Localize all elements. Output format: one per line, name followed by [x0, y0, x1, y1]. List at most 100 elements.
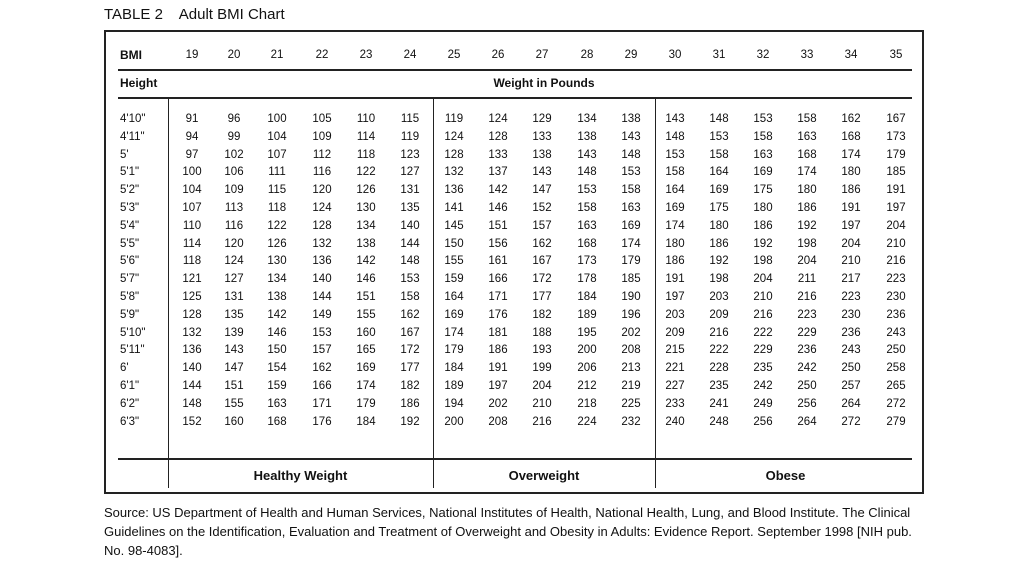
bmi-header-label: BMI: [120, 48, 142, 62]
weight-cell: 127: [400, 166, 420, 179]
weight-cell: 158: [753, 130, 773, 143]
weight-cell: 171: [312, 397, 332, 410]
weight-cell: 128: [444, 148, 464, 161]
weight-cell: 184: [577, 291, 597, 303]
weight-cell: 109: [224, 184, 244, 197]
weight-cell: 182: [532, 308, 552, 321]
weight-cell: 123: [400, 148, 420, 161]
weight-cell: 118: [267, 202, 287, 214]
weight-cell: 140: [400, 219, 420, 232]
weight-cell: 143: [532, 166, 552, 179]
weight-cell: 235: [753, 362, 773, 375]
weight-cell: 148: [182, 397, 202, 410]
bmi-value: 30: [668, 49, 682, 61]
weight-cell: 191: [886, 184, 906, 197]
bmi-value: 32: [756, 49, 770, 61]
weight-cell: 227: [665, 380, 685, 392]
weight-cell: 163: [753, 148, 773, 161]
weight-cell: 243: [841, 344, 861, 357]
weight-cell: 258: [886, 362, 906, 375]
weight-cell: 222: [753, 326, 773, 339]
weight-cell: 179: [621, 255, 641, 268]
weight-cell: 148: [709, 113, 729, 125]
weight-cell: 149: [312, 308, 332, 321]
weight-cell: 203: [665, 308, 685, 321]
weight-cell: 174: [356, 380, 376, 392]
weight-cell: 228: [709, 362, 729, 375]
weight-cell: 243: [886, 326, 906, 339]
weight-cell: 186: [488, 344, 508, 357]
height-cell: 5'6": [120, 255, 140, 268]
weight-cell: 118: [356, 148, 376, 161]
weight-cell: 223: [886, 273, 906, 286]
weight-cell: 209: [665, 326, 685, 339]
table-caption: TABLE 2 Adult BMI Chart: [104, 6, 285, 23]
weight-cell: 186: [753, 219, 773, 232]
weight-cell: 132: [312, 237, 332, 250]
weight-cell: 153: [621, 166, 641, 179]
weight-cell: 167: [886, 113, 906, 125]
height-cell: 5'11": [120, 344, 145, 357]
weight-cell: 233: [665, 397, 685, 410]
weight-cell: 115: [400, 113, 420, 125]
weight-cell: 153: [312, 326, 332, 339]
weight-cell: 177: [400, 362, 420, 375]
column-divider: [168, 99, 169, 488]
weight-cell: 131: [400, 184, 420, 197]
weight-cell: 169: [621, 219, 641, 232]
height-cell: 5'4": [120, 219, 140, 232]
weight-cell: 179: [356, 397, 376, 410]
weight-cell: 132: [444, 166, 464, 179]
height-cell: 5'9": [120, 308, 140, 321]
weight-cell: 181: [488, 326, 508, 339]
weight-cell: 189: [577, 308, 597, 321]
weight-cell: 215: [665, 344, 685, 357]
weight-cell: 148: [400, 255, 420, 268]
weight-cell: 200: [444, 415, 464, 428]
weight-cell: 204: [841, 237, 861, 250]
weight-cell: 232: [621, 415, 641, 428]
height-cell: 5': [120, 148, 129, 161]
weight-cell: 194: [444, 397, 464, 410]
height-cell: 5'8": [120, 291, 140, 303]
weight-cell: 146: [488, 202, 508, 214]
weight-cell: 264: [797, 415, 817, 428]
weight-cell: 106: [224, 166, 244, 179]
weight-cell: 279: [886, 415, 906, 428]
weight-cell: 188: [532, 326, 552, 339]
weight-cell: 133: [532, 130, 552, 143]
weight-cell: 143: [577, 148, 597, 161]
weight-cell: 162: [400, 308, 420, 321]
weight-cell: 144: [182, 380, 202, 392]
weight-cell: 164: [444, 291, 464, 303]
weight-cell: 168: [841, 130, 861, 143]
weight-cell: 134: [356, 219, 376, 232]
weight-cell: 158: [400, 291, 420, 303]
weight-cell: 240: [665, 415, 685, 428]
weight-cell: 175: [709, 202, 729, 214]
weight-cell: 155: [444, 255, 464, 268]
height-cell: 4'11": [120, 130, 145, 143]
weight-cell: 122: [356, 166, 376, 179]
weight-cell: 236: [841, 326, 861, 339]
weight-cell: 195: [577, 326, 597, 339]
weight-cell: 158: [577, 202, 597, 214]
weight-cell: 199: [532, 362, 552, 375]
weight-cell: 200: [577, 344, 597, 357]
weight-cell: 185: [886, 166, 906, 179]
weight-cell: 157: [312, 344, 332, 357]
weight-cell: 151: [488, 219, 508, 232]
weight-cell: 169: [665, 202, 685, 214]
weight-cell: 222: [709, 344, 729, 357]
height-cell: 6'2": [120, 397, 140, 410]
weight-cell: 168: [267, 415, 287, 428]
weight-cell: 150: [267, 344, 287, 357]
weight-cell: 163: [621, 202, 641, 214]
weight-cell: 144: [400, 237, 420, 250]
weight-cell: 124: [224, 255, 244, 268]
weight-cell: 138: [356, 237, 376, 250]
weight-cell: 157: [532, 219, 552, 232]
weight-cell: 142: [488, 184, 508, 197]
weight-cell: 144: [312, 291, 332, 303]
weight-cell: 125: [182, 291, 202, 303]
